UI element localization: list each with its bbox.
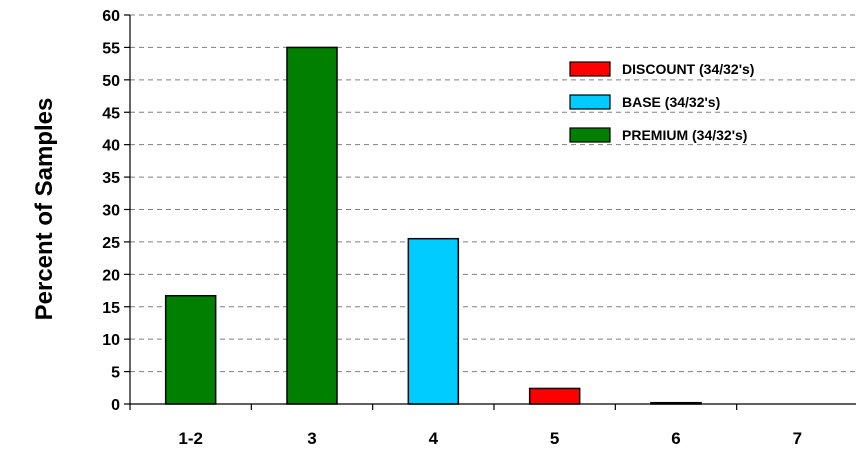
y-tick-label: 0 (111, 397, 120, 414)
bar (407, 237, 460, 405)
legend-swatch (569, 61, 611, 77)
y-tick-label: 45 (102, 105, 120, 122)
gridlines (130, 14, 856, 373)
bars (164, 46, 702, 405)
x-tick-label: 4 (429, 429, 439, 448)
y-tick-label: 35 (102, 170, 120, 187)
y-tick-label: 40 (102, 138, 120, 155)
legend-label: PREMIUM (34/32's) (622, 127, 747, 143)
y-tick-label: 10 (102, 332, 120, 349)
y-axis-label: Percent of Samples (31, 98, 58, 321)
y-tick-label: 60 (102, 8, 120, 25)
y-tick-label: 30 (102, 203, 120, 220)
x-tick-label: 7 (793, 429, 802, 448)
legend-label: BASE (34/32's) (622, 94, 720, 110)
legend: DISCOUNT (34/32's) BASE (34/32's) PREMIUM … (569, 61, 754, 143)
legend-swatch (569, 94, 611, 110)
y-tick-labels: 0 5 10 15 20 25 30 35 40 45 50 55 60 (102, 8, 130, 414)
x-tick-label: 5 (550, 429, 559, 448)
y-tick-label: 25 (102, 235, 120, 252)
bar (164, 294, 217, 405)
x-tick-labels: 1-2 3 4 5 6 7 (129, 404, 802, 448)
x-tick-label: 3 (307, 429, 316, 448)
y-tick-label: 50 (102, 73, 120, 90)
y-tick-label: 5 (111, 365, 120, 382)
legend-swatch (569, 127, 611, 143)
legend-label: DISCOUNT (34/32's) (622, 61, 754, 77)
y-tick-label: 55 (102, 40, 120, 57)
bar (528, 387, 581, 405)
x-tick-label: 6 (671, 429, 680, 448)
y-tick-label: 20 (102, 267, 120, 284)
bar (286, 46, 338, 405)
x-tick-label: 1-2 (178, 429, 203, 448)
y-tick-label: 15 (102, 300, 120, 317)
